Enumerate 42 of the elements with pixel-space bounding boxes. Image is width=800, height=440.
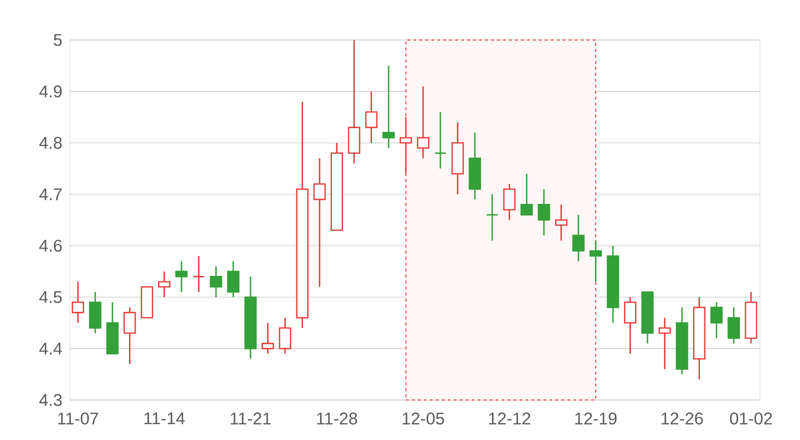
candlestick bbox=[262, 322, 274, 354]
y-tick-label: 4.4 bbox=[39, 342, 62, 354]
candlestick bbox=[175, 260, 188, 293]
candlestick bbox=[227, 260, 240, 298]
candlestick bbox=[624, 296, 636, 354]
candlestick bbox=[520, 173, 533, 216]
candlestick bbox=[590, 240, 602, 282]
y-tick-label: 5 bbox=[54, 34, 62, 46]
y-tick-label: 4.9 bbox=[39, 85, 62, 98]
candlestick bbox=[313, 158, 326, 288]
x-tick-label: 11-28 bbox=[317, 412, 358, 425]
candlestick bbox=[434, 111, 447, 170]
candlestick bbox=[210, 266, 222, 298]
candlestick bbox=[555, 204, 568, 242]
y-tick-label: 4.6 bbox=[39, 240, 62, 252]
candlestick bbox=[192, 255, 205, 293]
candlestick bbox=[416, 86, 430, 159]
candlestick bbox=[365, 90, 378, 144]
candlestick bbox=[503, 183, 516, 221]
x-tick-label: 11-21 bbox=[230, 412, 271, 424]
x-tick-label: 11-07 bbox=[58, 412, 98, 425]
x-tick-label: 12-12 bbox=[489, 412, 530, 424]
candlestick bbox=[382, 65, 395, 149]
candlestick bbox=[710, 302, 723, 339]
candlestick bbox=[124, 306, 136, 365]
candlestick bbox=[572, 214, 585, 262]
x-tick-label: 12-05 bbox=[402, 412, 444, 425]
y-tick-label: 4.3 bbox=[39, 394, 62, 406]
candlestick bbox=[658, 317, 671, 370]
y-tick-label: 4.5 bbox=[39, 291, 62, 304]
candlestick bbox=[486, 194, 498, 242]
candlestick bbox=[278, 317, 292, 354]
y-tick-label: 4.8 bbox=[39, 136, 62, 149]
x-tick-label: 11-14 bbox=[144, 412, 185, 424]
x-tick-label: 12-26 bbox=[662, 412, 703, 425]
candlestick bbox=[72, 281, 84, 324]
candlestick bbox=[538, 188, 550, 236]
x-tick-label: 12-19 bbox=[575, 412, 617, 425]
y-tick-label: 4.7 bbox=[39, 188, 62, 200]
candlestick bbox=[158, 270, 170, 298]
candlestick bbox=[728, 306, 740, 344]
x-tick-label: 01-02 bbox=[730, 412, 772, 425]
